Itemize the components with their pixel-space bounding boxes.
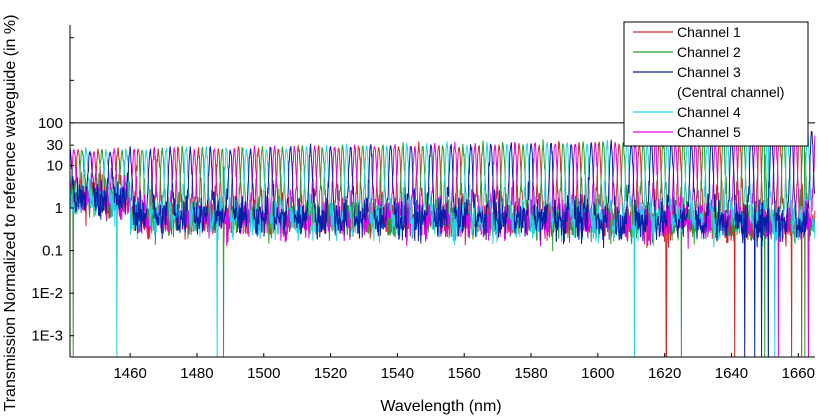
tick-labels: 1460 1480 1500 1520 1540 1560 1580 1600 1620 1640… [31, 115, 815, 382]
x-tick-label: 1580 [514, 365, 547, 382]
x-tick-label: 1660 [782, 365, 815, 382]
y-tick-label: 1 [55, 200, 63, 217]
legend-label-3-note: (Central channel) [677, 84, 784, 100]
legend-label-4: Channel 4 [677, 104, 741, 120]
legend: Channel 1 Channel 2 Channel 3 (Central chan… [623, 21, 809, 147]
y-axis-label: Transmission Normalized to reference wav… [2, 15, 19, 412]
legend-box [623, 21, 809, 147]
x-tick-label: 1600 [581, 365, 614, 382]
legend-label-2: Channel 2 [677, 44, 741, 60]
y-tick-label: 100 [38, 115, 63, 132]
y-tick-label: 0.1 [42, 243, 63, 260]
legend-label-3: Channel 3 [677, 64, 741, 80]
x-tick-label: 1460 [113, 365, 146, 382]
series-line-1 [69, 130, 816, 358]
y-tick-label: 1E-3 [31, 328, 63, 345]
axes [69, 25, 815, 358]
y-tick-label: 1E-2 [31, 285, 63, 302]
x-tick-label: 1540 [381, 365, 414, 382]
series-line-3 [69, 129, 816, 358]
series-line-5 [69, 129, 816, 358]
y-tick-label: 10 [46, 157, 63, 174]
legend-label-5: Channel 5 [677, 124, 741, 140]
x-tick-label: 1640 [715, 365, 748, 382]
legend-label-1: Channel 1 [677, 24, 741, 40]
x-tick-label: 1480 [180, 365, 213, 382]
y-tick-label: 30 [46, 137, 63, 154]
series-line-4 [69, 129, 816, 358]
x-axis-label: Wavelength (nm) [380, 398, 501, 415]
x-tick-label: 1500 [247, 365, 280, 382]
x-tick-label: 1520 [314, 365, 347, 382]
x-tick-label: 1620 [648, 365, 681, 382]
series-layer [69, 129, 816, 358]
series-line-2 [69, 130, 816, 358]
x-tick-label: 1560 [448, 365, 481, 382]
